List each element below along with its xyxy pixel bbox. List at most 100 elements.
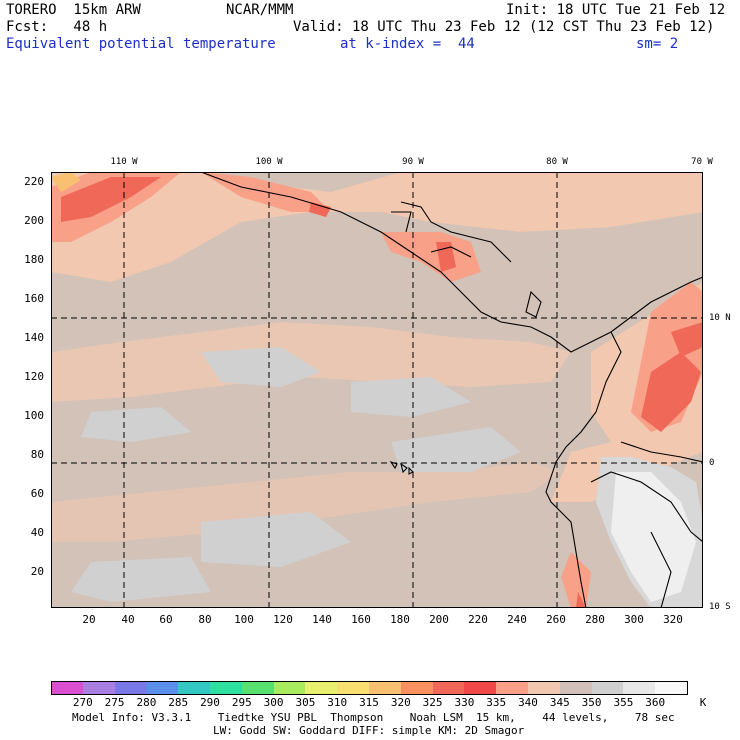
lat-label-10n: 10 N [709,313,731,323]
level-label: at k-index = 44 [340,36,475,52]
x-tick: 160 [351,613,371,626]
color-bar-swatch [273,681,306,695]
color-bar-label: 330 [454,696,475,709]
border-line [430,246,472,258]
color-bar-swatch [464,681,497,695]
color-bar-label: 285 [168,696,189,709]
y-tick: 80 [30,448,44,461]
lon-label-90w: 90 W [402,157,424,167]
border-line [650,531,672,608]
color-bar-swatch [369,681,402,695]
color-bar-swatch [655,681,689,695]
y-tick: 160 [24,292,44,305]
smoothing-label: sm= 2 [636,36,679,52]
red-patch [671,322,703,357]
model-info: Model Info: V3.3.1 Tiedtke YSU PBL Thomp… [72,711,675,724]
org-label: NCAR/MMM [226,2,294,18]
x-tick: 40 [121,613,135,626]
color-bar-swatch [114,681,147,695]
color-bar-label: 295 [231,696,252,709]
color-bar-swatch [305,681,338,695]
color-bar-label: 280 [136,696,157,709]
color-bar-swatch [559,681,593,695]
lat-label-equator: 0 [709,458,715,468]
lon-label-80w: 80 W [546,157,568,167]
grey-patch [81,407,191,442]
x-tick: 280 [585,613,605,626]
color-bar-label: 355 [613,696,634,709]
color-bar-label: 270 [72,696,93,709]
y-tick: 220 [24,175,44,188]
red-patch-nw [61,177,161,222]
physics-info: LW: Godd SW: Goddard DIFF: simple KM: 2D… [213,724,525,737]
color-bar-label: 310 [327,696,348,709]
x-tick: 180 [390,613,410,626]
salmon-patch-central-america [381,232,481,282]
x-tick: 120 [273,613,293,626]
color-bar-swatch [241,681,275,695]
color-bar-swatch [496,681,529,695]
y-tick: 100 [24,409,44,422]
x-tick: 20 [82,613,96,626]
y-tick: 60 [30,487,44,500]
forecast-hour: Fcst: 48 h [6,19,108,35]
x-tick: 240 [507,613,527,626]
red-patch-colombia [641,352,701,432]
color-bar-swatch [82,681,116,695]
graticule-group [51,172,703,608]
color-bar-label: 275 [104,696,125,709]
init-time: Init: 18 UTC Tue 21 Feb 12 [506,2,726,18]
y-tick: 180 [24,253,44,266]
island-outline [408,466,414,475]
x-tick: 320 [663,613,683,626]
grey-patch [391,427,521,472]
island-outline [400,462,408,474]
coastline-group [200,172,703,608]
color-bar-swatch [146,681,179,695]
coastline-pacific [200,172,703,353]
color-bar-label: 350 [581,696,602,709]
field-name: Equivalent potential temperature [6,36,276,52]
color-bar-label: 340 [518,696,538,709]
lon-label-110w: 110 W [110,157,138,167]
color-bar-label: 315 [359,696,379,709]
x-tick: 80 [198,613,212,626]
peach-band-central [51,322,571,402]
x-tick: 140 [312,613,332,626]
red-patch-peru [576,592,586,608]
color-bar-swatch [337,681,370,695]
grey-patch [201,347,321,387]
lon-label-70w: 70 W [691,157,713,167]
border-line [590,471,703,543]
y-tick: 200 [24,214,44,227]
grey-patch [71,557,211,602]
color-bar-label: 335 [486,696,507,709]
peach-band-south [51,462,561,542]
border-line [391,211,412,233]
x-tick: 100 [234,613,254,626]
color-bar-label: 360 [645,696,666,709]
color-bar-label: 345 [549,696,570,709]
x-tick: 220 [468,613,488,626]
model-title: TORERO 15km ARW [6,2,141,18]
y-tick: 120 [24,370,44,383]
grey-patch [201,512,351,567]
lat-label-10s: 10 S [709,602,731,612]
orange-patch-corner [51,172,81,192]
map-frame [51,172,703,608]
grey-patch [351,377,471,417]
color-bar-unit: K [699,696,707,709]
color-bar-label: 325 [422,696,443,709]
island-outline [525,290,542,318]
x-tick: 260 [546,613,566,626]
color-bar-label: 300 [263,696,284,709]
color-bar-swatch [528,681,561,695]
color-bar-swatch [591,681,624,695]
color-bar-swatch [178,681,211,695]
color-bar-swatch [400,681,434,695]
y-tick: 20 [30,565,44,578]
y-tick: 140 [24,331,44,344]
color-bar-label: 305 [295,696,316,709]
color-bar-swatch [623,681,656,695]
color-bar-swatch [51,681,85,695]
